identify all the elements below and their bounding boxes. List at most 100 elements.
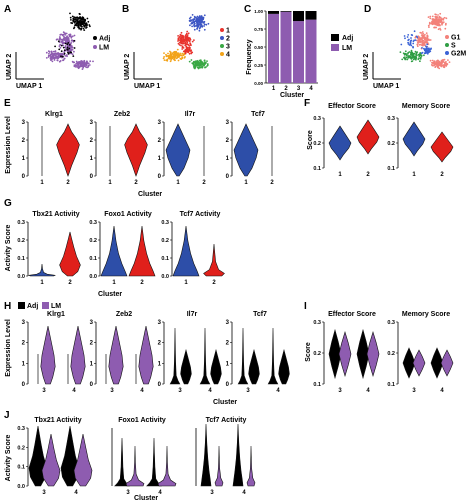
umap-cell-dot xyxy=(408,51,411,53)
subplot-title: Klrg1 xyxy=(45,111,63,118)
umap-cell-dot xyxy=(180,31,183,34)
umap-cell-dot xyxy=(167,54,170,57)
umap-cell-dot xyxy=(199,66,201,69)
umap-cell-dot xyxy=(206,64,209,66)
umap-cell-dot xyxy=(429,48,431,51)
violin xyxy=(40,325,56,385)
umap-cell-dot xyxy=(205,23,208,26)
umap-cell-dot xyxy=(436,19,439,21)
umap-cell-dot xyxy=(443,61,446,64)
y-tick-label: 2 xyxy=(226,341,230,347)
umap-cell-dot xyxy=(187,39,190,42)
violin-subplot: Klrg1 0 1 2 3 1 2 xyxy=(22,111,80,186)
umap-cell-dot xyxy=(78,12,81,15)
umap-cell-dot xyxy=(411,52,414,54)
frequency-y-label: Frequency xyxy=(246,39,253,75)
expression-level-y-label: Expression Level xyxy=(5,116,12,174)
umap-cell-dot xyxy=(425,32,428,34)
umap-cell-dot xyxy=(179,33,182,36)
y-tick-label: 0.3 xyxy=(17,220,25,226)
umap-cell-dot xyxy=(77,66,79,69)
y-tick-label: 0 xyxy=(226,382,230,388)
umap-cell-dot xyxy=(401,58,404,61)
umap-cell-dot xyxy=(405,56,408,59)
umap-cell-dot xyxy=(415,35,418,38)
umap-cell-dot xyxy=(192,63,195,66)
umap-cell-dot xyxy=(437,61,440,64)
y-tick-label: 1 xyxy=(226,361,230,367)
y-tick-label: 0.2 xyxy=(17,238,25,244)
umap-cell-dot xyxy=(175,51,178,54)
umap-cell-dot xyxy=(186,41,189,44)
umap-cell-dot xyxy=(75,66,77,68)
umap-cell-dot xyxy=(437,28,440,31)
legend-cluster-2-label: 2 xyxy=(226,36,230,43)
umap-cell-dot xyxy=(67,36,69,39)
umap-cell-dot xyxy=(62,46,65,49)
cluster-x-label: Cluster xyxy=(134,495,158,502)
umap-cell-dot xyxy=(405,54,408,57)
y-tick-label: 2 xyxy=(158,138,162,144)
umap-cell-dot xyxy=(436,59,438,62)
umap-cell-dot xyxy=(438,15,441,18)
umap-cell-dot xyxy=(427,16,430,18)
umap-cell-dot xyxy=(408,38,410,41)
umap-cell-dot xyxy=(199,22,202,25)
umap-cell-dot xyxy=(184,51,187,54)
umap-cell-dot xyxy=(65,54,68,56)
x-tick-label: 4 xyxy=(242,490,246,496)
umap-cell-dot xyxy=(421,41,423,44)
umap-cell-dot xyxy=(413,30,416,33)
umap-cell-dot xyxy=(411,54,414,57)
umap-cell-dot xyxy=(426,35,429,38)
legend-b: 1 2 3 4 xyxy=(220,28,230,59)
umap-cell-dot xyxy=(426,51,428,54)
umap-cell-dot xyxy=(71,48,74,51)
umap-cell-dot xyxy=(80,60,83,62)
umap-cell-dot xyxy=(70,51,73,54)
umap-cell-dot xyxy=(173,58,176,61)
umap-cell-dot xyxy=(76,24,78,27)
umap-cell-dot xyxy=(188,52,191,55)
umap-cell-dot xyxy=(60,41,63,43)
x-tick-label: 1 xyxy=(338,172,342,178)
umap-cell-dot xyxy=(162,57,165,60)
violin xyxy=(246,445,256,487)
subplot-title: Effector Score xyxy=(328,311,376,318)
umap-cell-dot xyxy=(59,34,62,36)
umap-cell-dot xyxy=(422,32,425,35)
violin xyxy=(214,445,224,487)
umap-cell-dot xyxy=(194,61,196,64)
x-tick-label: 3 xyxy=(42,388,46,394)
y-tick-label: 0 xyxy=(90,382,94,388)
violin xyxy=(59,231,81,277)
umap-x-label: UMAP 1 xyxy=(16,83,42,90)
subplot-title: Effector Score xyxy=(328,103,376,110)
umap-cell-dot xyxy=(434,15,437,18)
violin xyxy=(328,125,352,161)
y-tick-label: 0.3 xyxy=(161,220,169,226)
umap-cell-dot xyxy=(165,55,168,58)
umap-cell-dot xyxy=(439,29,442,31)
umap-cell-dot xyxy=(193,18,196,21)
panel-b-letter: B xyxy=(122,4,129,15)
umap-cell-dot xyxy=(410,34,413,36)
y-tick-label: 0.1 xyxy=(89,256,97,262)
umap-cell-dot xyxy=(79,20,81,23)
umap-cell-dot xyxy=(77,21,80,24)
umap-cell-dot xyxy=(62,31,65,34)
umap-cell-dot xyxy=(82,66,85,69)
violin xyxy=(200,423,212,487)
violin xyxy=(402,347,416,379)
umap-cell-dot xyxy=(71,60,74,63)
legend-lm-label: LM xyxy=(99,45,109,52)
umap-cell-dot xyxy=(191,25,194,28)
y-tick-label: 0 xyxy=(226,174,230,180)
umap-cell-dot xyxy=(193,20,196,23)
panel-c: C Frequency 0.00 0.25 0.50 0.75 1.00 1 2 3 4 Clu… xyxy=(244,4,353,99)
umap-cell-dot xyxy=(73,21,76,24)
umap-cell-dot xyxy=(62,55,64,58)
cluster-x-label: Cluster xyxy=(138,191,162,198)
umap-x-label: UMAP 1 xyxy=(134,83,160,90)
x-tick-label: 3 xyxy=(126,490,130,496)
